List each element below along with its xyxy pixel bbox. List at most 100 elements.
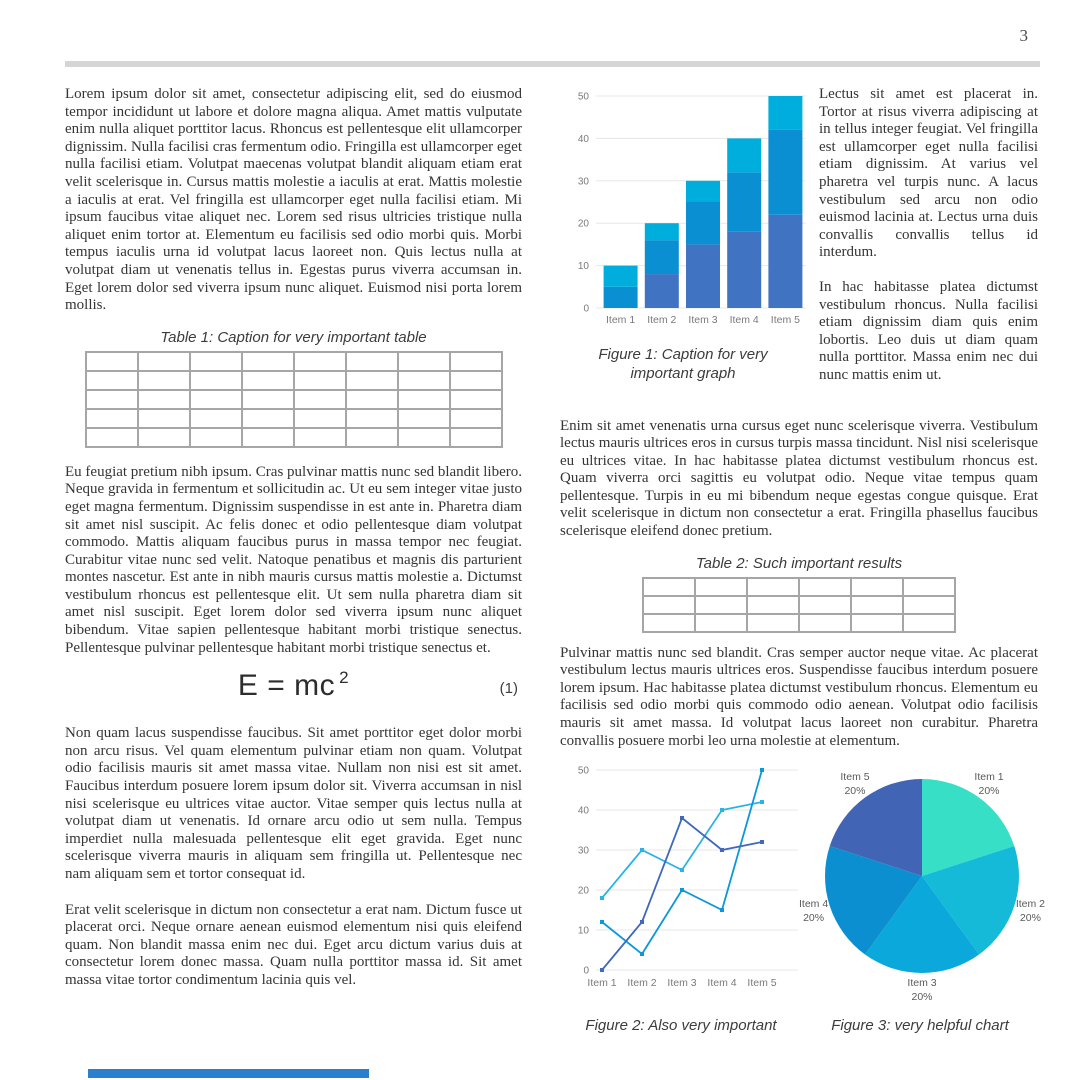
table-cell — [344, 369, 399, 391]
pie-slice — [922, 779, 1015, 877]
x-axis-category-label: Item 5 — [771, 314, 800, 326]
line-series — [601, 816, 763, 971]
bar-segment — [686, 180, 720, 202]
y-axis-tick-label: 50 — [578, 92, 590, 103]
table-cell — [188, 426, 243, 448]
table-cell — [396, 426, 451, 448]
bar-segment — [727, 138, 762, 173]
equation-exponent: 2 — [339, 668, 350, 688]
x-axis-category-label: Item 1 — [606, 314, 635, 326]
table-cell — [746, 612, 800, 633]
x-axis-category-label: Item 1 — [587, 977, 616, 989]
point-marker — [640, 848, 644, 853]
left-column: Lorem ipsum dolor sit amet, consectetur … — [65, 86, 522, 990]
right-column: 0 10 20 30 40 50 Item 1 Item 2 Item 3 Item 4 Item … — [560, 86, 1045, 1035]
table-cell — [850, 594, 904, 615]
paragraph: Pulvinar mattis nunc sed blandit. Cras s… — [560, 644, 1038, 749]
pie-slice-label: Item 4 20% — [798, 898, 829, 925]
table-cell — [188, 350, 243, 372]
table-cell — [344, 388, 399, 410]
table-cell — [292, 369, 347, 391]
point-marker — [600, 920, 604, 925]
table-cell — [292, 426, 347, 448]
figure3-block: Item 1 20% Item 2 20% Item 3 20% Item 4 20% Item… — [798, 762, 1045, 1014]
point-marker — [640, 920, 644, 925]
table-cell — [396, 407, 451, 429]
paragraph: Enim sit amet venenatis urna cursus eget… — [560, 417, 1038, 540]
table-cell — [188, 388, 243, 410]
table-cell — [642, 612, 696, 633]
table-cell — [292, 350, 347, 372]
table-cell — [84, 350, 139, 372]
equation-block: E = mc 2 (1) — [65, 667, 522, 713]
figure-captions-row: Figure 2: Also very important Figure 3: … — [560, 1016, 1038, 1035]
table-cell — [746, 576, 800, 597]
y-axis-tick-label: 0 — [583, 304, 589, 315]
line-series — [601, 769, 763, 956]
table-cell — [292, 407, 347, 429]
footer-accent-bar — [88, 1069, 369, 1078]
figures-row: 0 10 20 30 40 50 Item 1 Item 2 Item 3 Item 4 Item … — [560, 762, 1045, 1014]
table-cell — [694, 576, 748, 597]
figure3-caption: Figure 3: very helpful chart — [831, 1017, 1009, 1035]
pie-slice — [825, 846, 922, 955]
point-marker — [720, 808, 724, 813]
bar-segment — [644, 223, 679, 241]
table-cell — [902, 594, 956, 615]
pie-slice — [922, 846, 1019, 955]
point-marker — [680, 868, 684, 873]
point-marker — [720, 848, 724, 853]
point-marker — [760, 840, 764, 845]
header-rule — [65, 61, 1040, 67]
table-cell — [396, 369, 451, 391]
figure1-block: 0 10 20 30 40 50 Item 1 Item 2 Item 3 Item 4 Item … — [560, 86, 806, 402]
figure2-block: 0 10 20 30 40 50 Item 1 Item 2 Item 3 Item 4 Item … — [560, 762, 802, 1014]
figure2-caption: Figure 2: Also very important — [585, 1017, 777, 1035]
bar-segment — [768, 96, 803, 130]
table2 — [642, 576, 956, 633]
table-cell — [642, 594, 696, 615]
y-axis-tick-label: 0 — [583, 966, 589, 977]
table-cell — [136, 407, 191, 429]
pie-slice — [864, 876, 980, 974]
figure3-pie-chart — [825, 779, 1019, 974]
x-axis-category-label: Item 2 — [627, 977, 656, 989]
paragraph: Eu feugiat pretium nibh ipsum. Cras pulv… — [65, 463, 523, 656]
table-cell — [136, 426, 191, 448]
paragraph: Non quam lacus suspendisse faucibus. Sit… — [65, 725, 522, 882]
table-cell — [240, 350, 295, 372]
table-cell — [240, 388, 295, 410]
bar-segment — [686, 244, 720, 308]
figure1-caption: Figure 1: Caption for very important gra… — [598, 346, 768, 382]
x-axis-category-label: Item 3 — [688, 314, 717, 326]
table-cell — [84, 388, 139, 410]
table-cell — [240, 369, 295, 391]
table-cell — [136, 388, 191, 410]
table-cell — [448, 350, 503, 372]
table-cell — [448, 426, 503, 448]
y-axis-tick-label: 40 — [578, 134, 590, 145]
table-cell — [694, 612, 748, 633]
table1 — [84, 350, 503, 448]
y-axis-tick-label: 50 — [578, 766, 590, 777]
table-cell — [902, 576, 956, 597]
table-cell — [84, 369, 139, 391]
table-cell — [344, 407, 399, 429]
point-marker — [680, 888, 684, 893]
pie-slice-label: Item 5 20% — [840, 770, 870, 797]
figure1-row: 0 10 20 30 40 50 Item 1 Item 2 Item 3 Item 4 Item … — [560, 86, 1038, 402]
table-cell — [850, 576, 904, 597]
point-marker — [680, 816, 684, 821]
page-number: 3 — [1019, 26, 1029, 45]
bar-segment — [686, 202, 720, 245]
pie-slice-label: Item 2 20% — [1015, 898, 1045, 925]
x-axis-category-label: Item 5 — [747, 977, 776, 989]
equation: E = mc 2 — [237, 668, 350, 703]
table-cell — [798, 594, 852, 615]
table-cell — [798, 576, 852, 597]
bar-segment — [603, 265, 638, 287]
table-cell — [396, 350, 451, 372]
table-cell — [240, 426, 295, 448]
y-axis-tick-label: 20 — [578, 219, 590, 230]
table-cell — [292, 388, 347, 410]
